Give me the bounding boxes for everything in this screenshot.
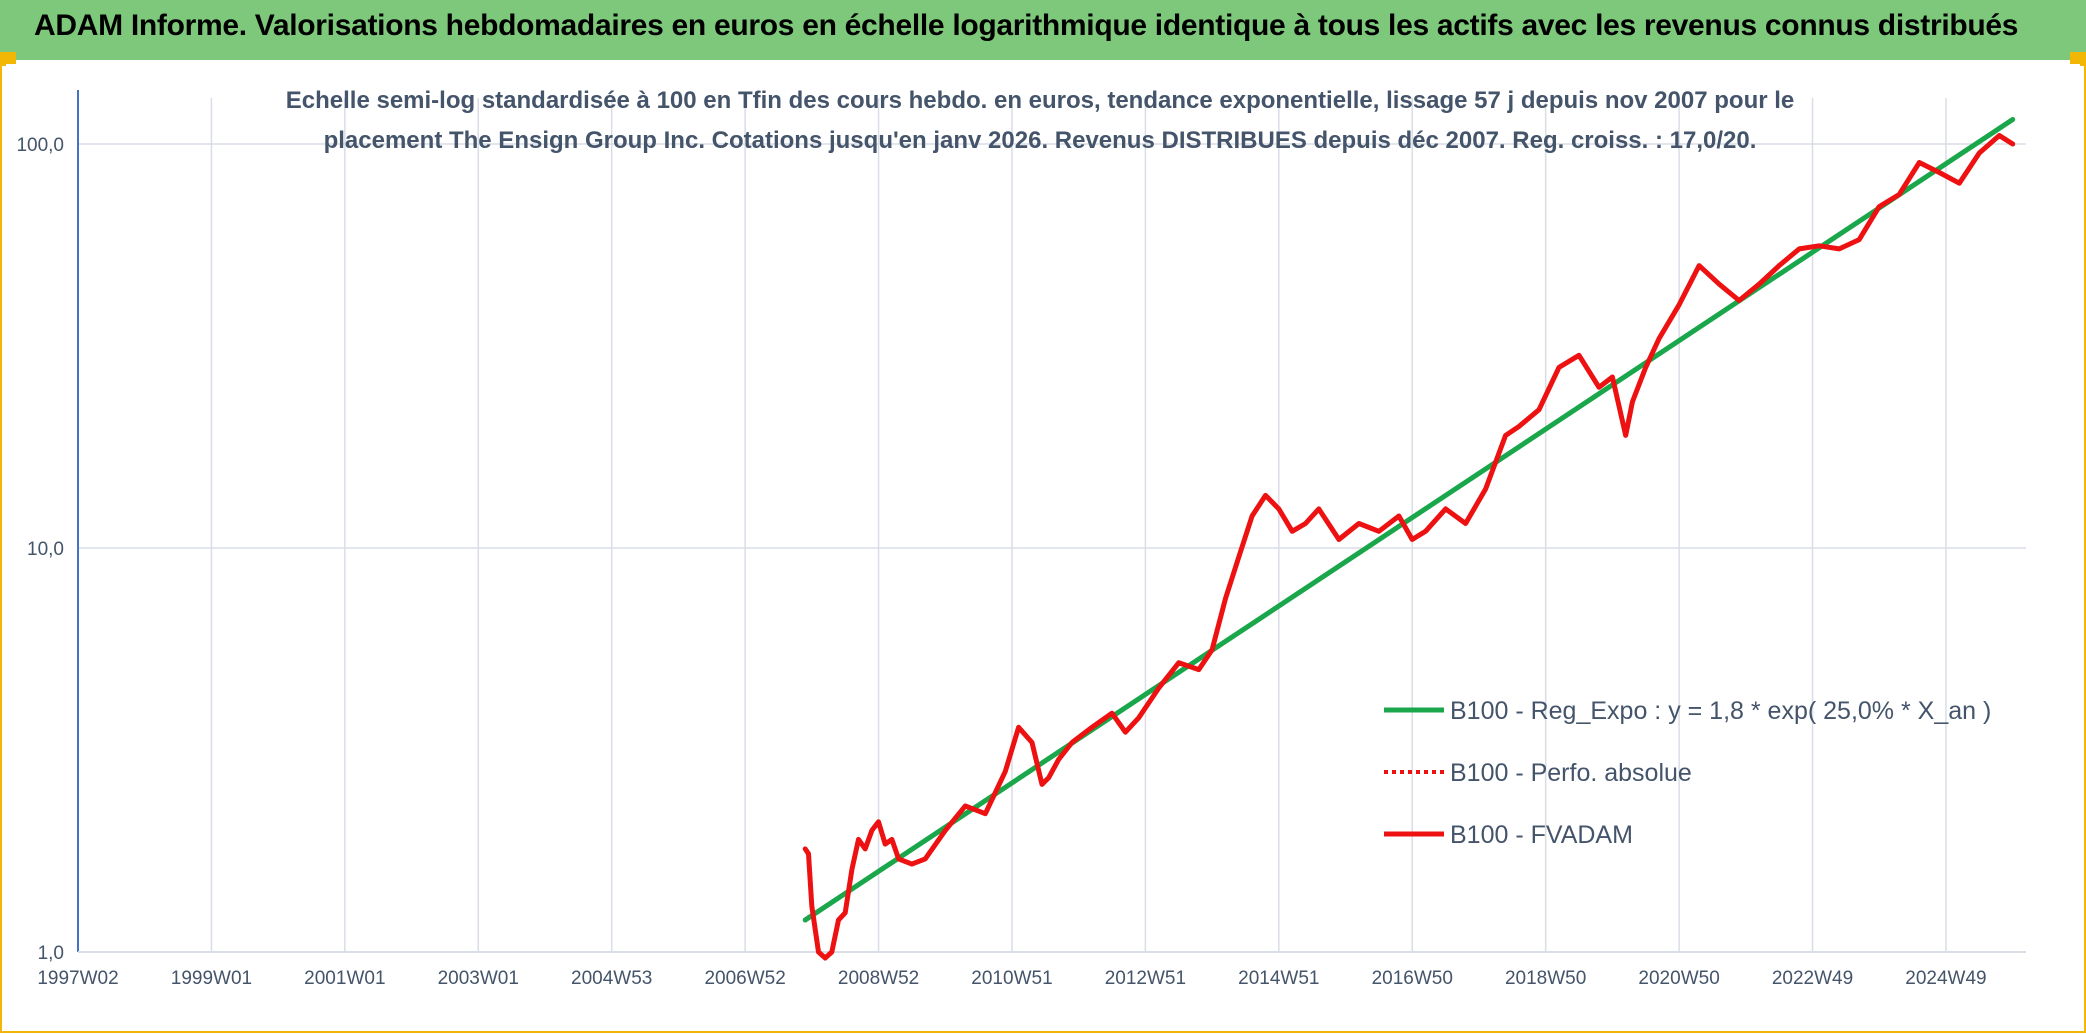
x-tick-label: 2003W01: [438, 968, 519, 989]
frame-corner-left: [0, 52, 16, 66]
y-tick-label: 10,0: [27, 539, 64, 560]
x-tick-label: 2014W51: [1238, 968, 1319, 989]
legend: B100 - Reg_Expo : y = 1,8 * exp( 25,0% *…: [1384, 697, 1991, 849]
chart-area: 1997W02 1999W01 2001W01 2003W01 2004W53 2006W…: [6, 64, 2080, 1029]
x-tick-label: 2004W53: [571, 968, 652, 989]
x-tick-label: 2020W50: [1638, 968, 1719, 989]
x-tick-label: 2016W50: [1372, 968, 1453, 989]
report-header: ADAM Informe. Valorisations hebdomadaire…: [0, 0, 2086, 60]
chart-title-line-1: Echelle semi-log standardisée à 100 en T…: [286, 87, 1795, 114]
fvadam-line: [802, 133, 2016, 961]
legend-label: B100 - FVADAM: [1450, 821, 1633, 849]
grid-lines: [77, 98, 2026, 953]
legend-label: B100 - Reg_Expo : y = 1,8 * exp( 25,0% *…: [1450, 697, 1991, 725]
x-tick-label: 2012W51: [1105, 968, 1186, 989]
x-tick-label: 1997W02: [37, 968, 118, 989]
x-tick-label: 1999W01: [171, 968, 252, 989]
x-tick-label: 2001W01: [304, 968, 385, 989]
x-tick-label: 2008W52: [838, 968, 919, 989]
y-tick-label: 1,0: [38, 943, 64, 964]
chart-title-line-2: placement The Ensign Group Inc. Cotation…: [324, 127, 1757, 154]
x-tick-label: 2006W52: [704, 968, 785, 989]
trend-line: [802, 117, 2016, 923]
series-layer: [802, 117, 2016, 961]
x-tick-label: 2024W49: [1905, 968, 1986, 989]
frame-corner-right: [2070, 52, 2086, 66]
x-tick-label: 2018W50: [1505, 968, 1586, 989]
x-tick-label: 2022W49: [1772, 968, 1853, 989]
y-tick-label: 100,0: [16, 135, 64, 156]
report-title: ADAM Informe. Valorisations hebdomadaire…: [34, 9, 2019, 42]
legend-label: B100 - Perfo. absolue: [1450, 759, 1692, 787]
chart-svg: 1997W02 1999W01 2001W01 2003W01 2004W53 2006W…: [16, 87, 2026, 989]
axes: 1997W02 1999W01 2001W01 2003W01 2004W53 2006W…: [16, 90, 2026, 989]
x-tick-label: 2010W51: [971, 968, 1052, 989]
